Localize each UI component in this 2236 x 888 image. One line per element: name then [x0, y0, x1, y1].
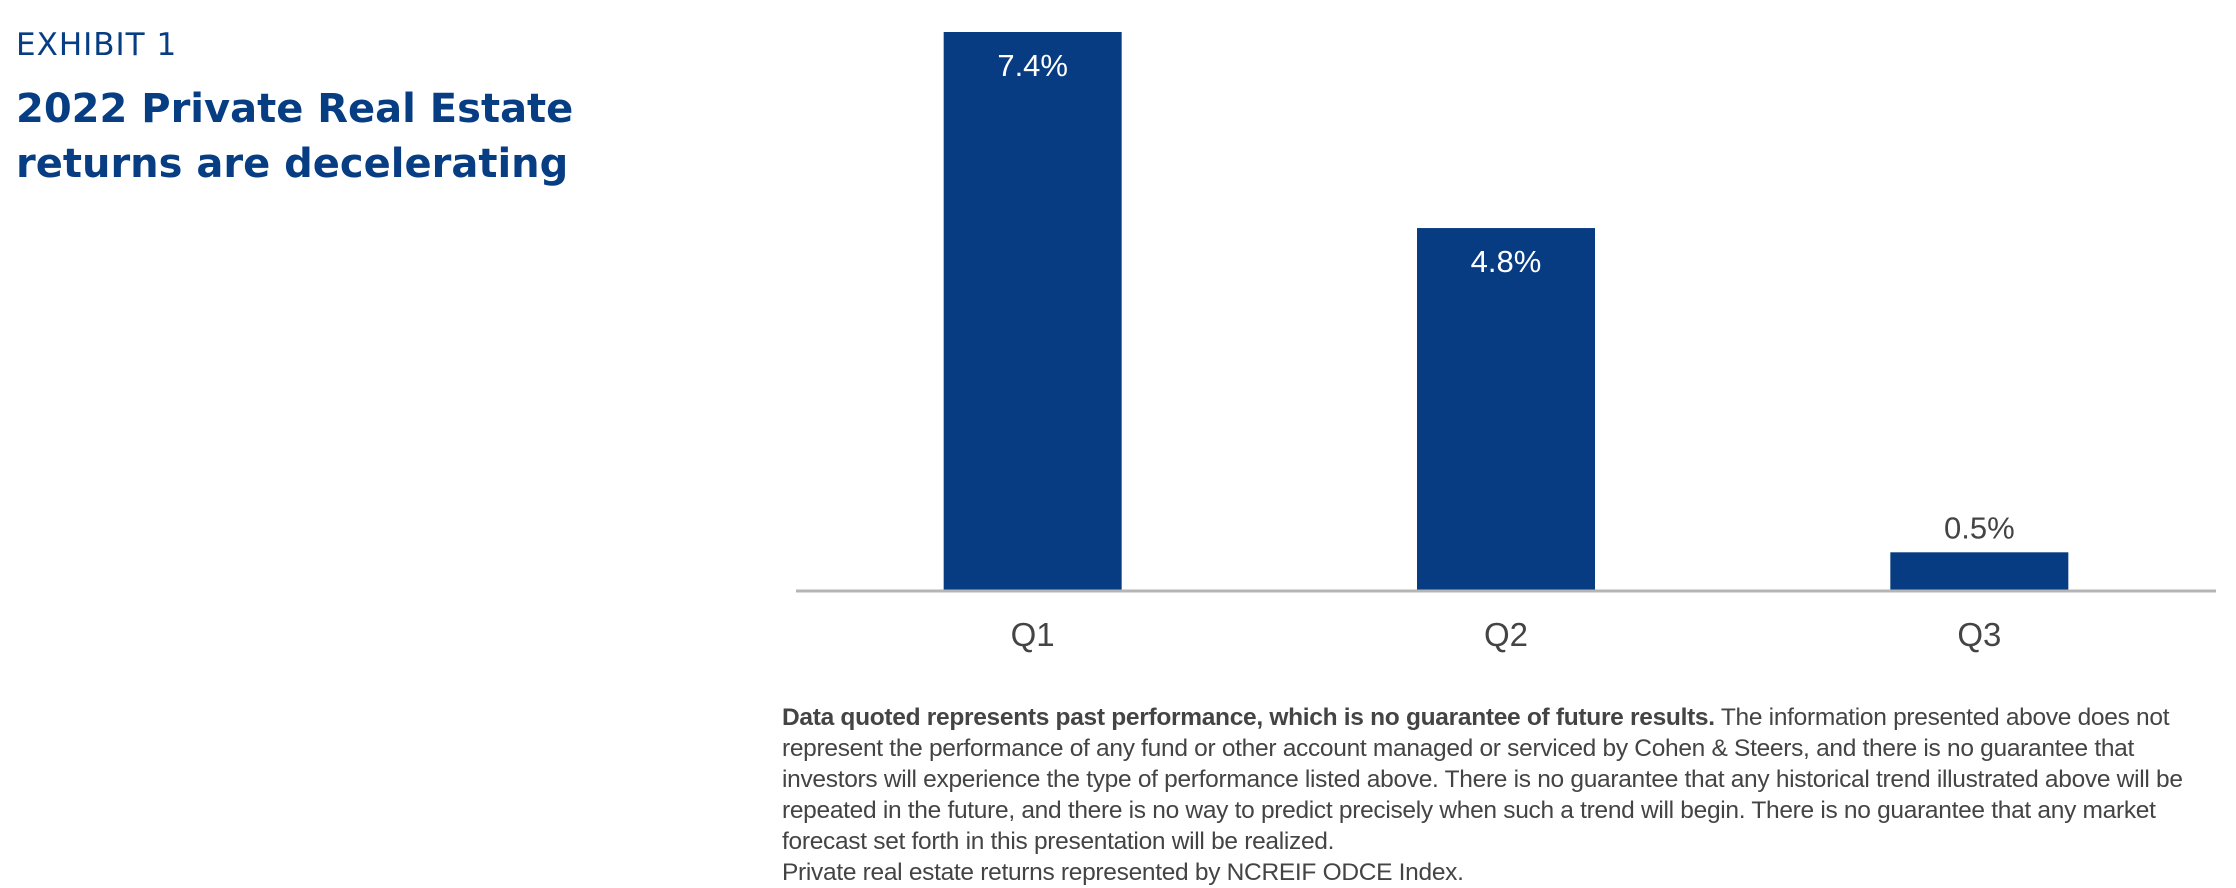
chart-title: 2022 Private Real Estate returns are dec… [16, 86, 574, 187]
data-label-q1: 7.4% [997, 48, 1068, 83]
x-tick-labels: Q1 Q2 Q3 [1011, 616, 2002, 653]
bars-layer [943, 32, 2069, 590]
disclaimer-bold-text: Data quoted represents past performance,… [782, 704, 1715, 731]
bar-q1 [943, 32, 1122, 590]
x-tick-label-q1: Q1 [1011, 616, 1055, 653]
bar-q2 [1417, 228, 1595, 590]
labels-layer: 7.4% 4.8% 0.5% [997, 48, 2014, 545]
disclaimer-body-text: The information presented above does not… [782, 704, 2183, 855]
disclaimer-note: Data quoted represents past performance,… [782, 702, 2222, 888]
source-note: Private real estate returns represented … [782, 859, 1464, 886]
data-label-q3: 0.5% [1944, 510, 2015, 545]
bar-q3 [1890, 552, 2069, 590]
x-tick-label-q3: Q3 [1957, 616, 2001, 653]
exhibit-label: EXHIBIT 1 [16, 27, 178, 63]
x-tick-label-q2: Q2 [1484, 616, 1528, 653]
disclaimer-paragraph: Data quoted represents past performance,… [782, 702, 2222, 857]
data-label-q2: 4.8% [1471, 244, 1542, 279]
exhibit-header: EXHIBIT 1 2022 Private Real Estate retur… [16, 22, 636, 192]
